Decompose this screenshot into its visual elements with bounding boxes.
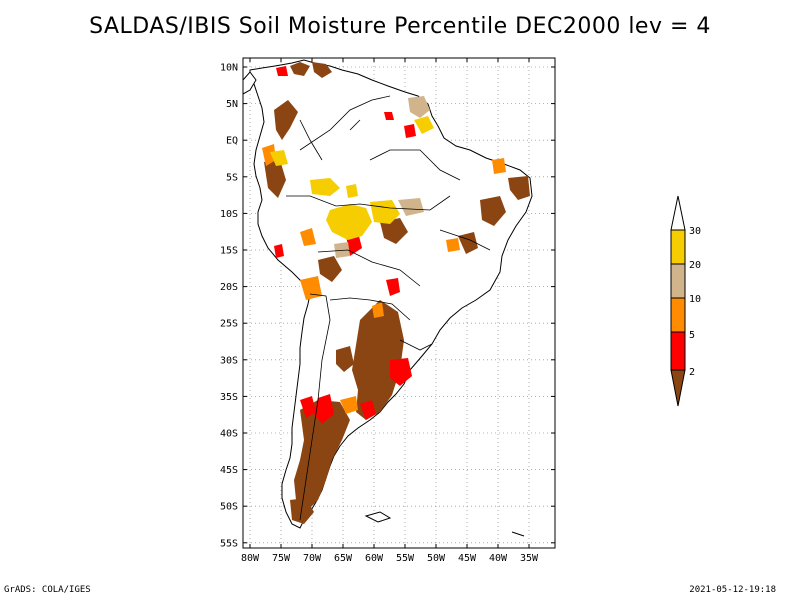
percentile-legend: 30 20 10 5 2 [670,195,701,407]
longitude-labels: 80W 75W 70W 65W 60W 55W 50W 45W 40W 35W [241,553,539,564]
shading-20-30 [270,116,434,240]
lon-label: 65W [334,553,353,564]
render-timestamp: 2021-05-12-19:18 [689,585,776,595]
lat-label: 45S [220,465,238,476]
south-georgia-island [511,531,525,537]
lon-label: 50W [427,553,446,564]
legend-label-5: 5 [689,330,695,341]
shading-2-5 [274,66,416,424]
legend-label-10: 10 [689,294,701,305]
lon-label: 40W [489,553,508,564]
lat-label: 5S [226,172,238,183]
lon-label: 75W [272,553,291,564]
legend-swatch-20-30 [670,229,686,265]
legend-swatch-2-5 [670,331,686,371]
lat-label: 25S [220,319,238,330]
legend-swatch-5-10 [670,297,686,333]
country-borders [286,95,491,521]
lon-label: 55W [396,553,415,564]
shading-below-2 [264,62,530,524]
central-america-landmass [243,71,257,95]
lat-label: 40S [220,429,238,440]
lat-label: 20S [220,282,238,293]
lat-label: 30S [220,355,238,366]
axis-ticks [243,58,555,548]
lat-label: 35S [220,392,238,403]
lat-label: 5N [226,99,238,110]
map-title: SALDAS/IBIS Soil Moisture Percentile DEC… [89,14,711,39]
lat-label: 50S [220,502,238,513]
lat-label: 10S [220,209,238,220]
legend-label-30: 30 [689,226,701,237]
latitude-labels: 10N 5N EQ 5S 10S 15S 20S 25S 30S 35S 40S 45S 50S 55S [220,63,238,550]
legend-label-20: 20 [689,260,701,271]
legend-swatch-above-30 [670,195,686,231]
lat-label: 10N [220,63,238,74]
lon-label: 80W [241,553,260,564]
lon-label: 45W [458,553,477,564]
lat-label: 15S [220,246,238,257]
legend-swatch-below-2 [670,369,686,407]
legend-label-2: 2 [689,367,695,378]
lon-label: 70W [303,553,322,564]
falkland-islands [364,511,392,523]
lat-label: EQ [226,136,238,147]
lat-label: 55S [220,538,238,549]
grads-credit: GrADS: COLA/IGES [4,585,91,595]
lon-label: 60W [365,553,384,564]
legend-swatch-10-20 [670,263,686,299]
shading-5-10 [262,144,506,414]
continent-layer [243,59,533,537]
lon-label: 35W [520,553,539,564]
